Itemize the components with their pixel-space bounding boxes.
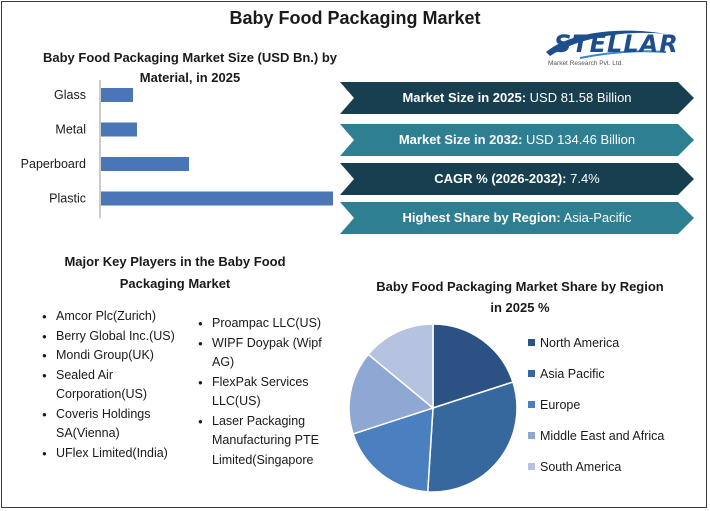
stat-banner: CAGR % (2026-2032): 7.4%	[340, 163, 694, 195]
legend-label: South America	[540, 459, 622, 474]
pie-slice-middle-east-and-africa	[348, 353, 435, 435]
key-player-item: Berry Global Inc.(US)	[42, 327, 192, 347]
bar-category-label: Paperboard	[21, 157, 86, 171]
stat-banner-label: CAGR % (2026-2032):	[434, 171, 567, 186]
key-players-list-2: Proampac LLC(US)WIPF Doypak (Wipf AG)Fle…	[198, 314, 338, 470]
key-players-title: Major Key Players in the Baby Food Packa…	[64, 254, 286, 291]
stat-banner-value: Asia-Pacific	[560, 210, 632, 225]
legend-item: North America	[528, 327, 664, 358]
bar-category-label: Glass	[54, 88, 86, 102]
key-player-item: Proampac LLC(US)	[198, 314, 338, 334]
bar-category-label: Plastic	[49, 192, 86, 206]
stat-banner: Highest Share by Region: Asia-Pacific	[340, 202, 694, 234]
key-player-item: Laser Packaging Manufacturing PTE Limite…	[198, 412, 338, 471]
logo-swoosh-icon	[546, 30, 667, 59]
bar-category-label: Metal	[55, 123, 86, 137]
stat-banner-label: Highest Share by Region:	[402, 210, 561, 225]
legend-label: North America	[540, 335, 620, 350]
legend-label: Middle East and Africa	[540, 428, 665, 443]
key-players-list-1: Amcor Plc(Zurich)Berry Global Inc.(US)Mo…	[42, 307, 192, 463]
stat-banner-label: Market Size in 2025:	[402, 90, 527, 105]
logo-tagline: Market Research Pvt. Ltd.	[548, 60, 624, 67]
legend-swatch	[528, 432, 535, 439]
pie-chart-title: Baby Food Packaging Market Share by Regi…	[376, 279, 664, 315]
pie-slice-south-america	[367, 323, 434, 410]
material-bar-chart: Glass Metal Paperboard Plastic	[21, 80, 333, 218]
legend-swatch	[528, 401, 535, 408]
region-pie-chart	[348, 323, 518, 493]
page-title: Baby Food Packaging Market	[229, 8, 481, 28]
key-player-item: Amcor Plc(Zurich)	[42, 307, 192, 327]
bar-paperboard	[101, 157, 189, 171]
legend-label: Europe	[540, 397, 581, 412]
legend-item: Asia Pacific	[528, 358, 664, 389]
stellar-logo: STELLAR Market Research Pvt. Ltd.	[540, 22, 678, 70]
pie-legend: North America Asia Pacific Europe Middle Ea…	[528, 327, 664, 482]
bar-chart-title: Baby Food Packaging Market Size (USD Bn.…	[43, 50, 337, 85]
key-player-item: FlexPak Services LLC(US)	[198, 373, 338, 412]
legend-item: South America	[528, 451, 664, 482]
stat-banner: Market Size in 2025: USD 81.58 Billion	[340, 82, 694, 114]
stat-banner-label: Market Size in 2032:	[398, 132, 523, 147]
stat-banner-value: USD 81.58 Billion	[526, 90, 632, 105]
legend-swatch	[528, 463, 535, 470]
logo-wordmark: STELLAR	[554, 30, 679, 58]
key-player-item: UFlex Limited(India)	[42, 444, 192, 464]
pie-slice-north-america	[432, 323, 514, 410]
key-player-item: WIPF Doypak (Wipf AG)	[198, 334, 338, 373]
legend-label: Asia Pacific	[540, 366, 605, 381]
bar-glass	[101, 88, 133, 102]
key-player-item: Mondi Group(UK)	[42, 346, 192, 366]
key-player-item: Coveris Holdings SA(Vienna)	[42, 405, 192, 444]
stat-banner: Market Size in 2032: USD 134.46 Billion	[340, 124, 694, 156]
key-player-item: Sealed Air Corporation(US)	[42, 366, 192, 405]
stat-banner-value: 7.4%	[566, 171, 600, 186]
legend-item: Middle East and Africa	[528, 420, 664, 451]
bar-plastic	[101, 191, 333, 206]
pie-slice-europe	[352, 406, 434, 493]
stat-banner-value: USD 134.46 Billion	[522, 132, 636, 147]
legend-swatch	[528, 339, 535, 346]
pie-slice-asia-pacific	[426, 381, 518, 493]
legend-swatch	[528, 370, 535, 377]
legend-item: Europe	[528, 389, 664, 420]
bar-metal	[101, 122, 137, 137]
